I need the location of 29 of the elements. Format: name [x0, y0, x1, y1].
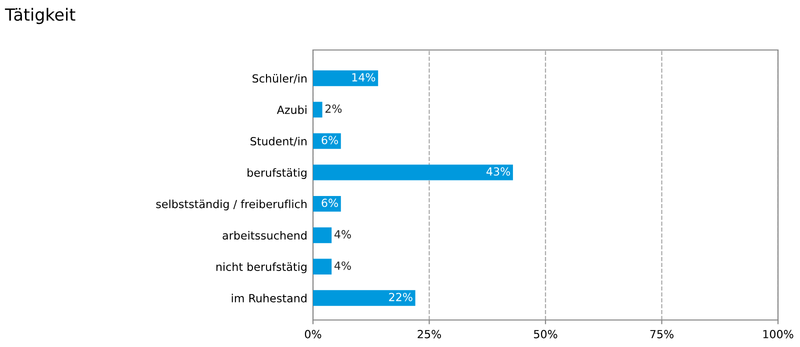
- y-tick-label: im Ruhestand: [232, 294, 306, 302]
- data-label: 14%: [352, 73, 376, 82]
- data-label: 43%: [486, 167, 510, 176]
- y-tick-label: nicht berufstätig: [216, 262, 306, 274]
- x-tick-label: 100%: [763, 330, 794, 338]
- data-label: 6%: [322, 136, 338, 144]
- bar: [313, 258, 332, 274]
- x-tick-label: 0%: [304, 330, 322, 338]
- bar: [313, 102, 322, 118]
- y-tick-label: Schüler/in: [252, 74, 306, 84]
- x-tick-label: 75%: [650, 330, 674, 338]
- y-tick-label: Azubi: [276, 105, 306, 114]
- data-label: 4%: [334, 261, 351, 270]
- data-label: 22%: [389, 292, 412, 302]
- bar: [313, 290, 416, 306]
- y-tick-label: Student/in: [250, 136, 306, 146]
- x-tick-label: 25%: [418, 330, 441, 338]
- data-label: 6%: [322, 198, 338, 208]
- text: Tätigkeit: [4, 8, 76, 24]
- bar: [313, 70, 378, 86]
- bar: [313, 133, 341, 149]
- data-label: 4%: [334, 230, 351, 238]
- y-tick-label: selbstständig / freiberuflich: [156, 200, 307, 210]
- y-tick-label: arbeitssuchend: [222, 231, 306, 240]
- x-tick-label: 50%: [534, 330, 558, 338]
- bar: [313, 227, 332, 244]
- y-tick-label: berufstätig: [248, 168, 306, 179]
- data-label: 2%: [325, 104, 342, 113]
- bar: [313, 164, 513, 180]
